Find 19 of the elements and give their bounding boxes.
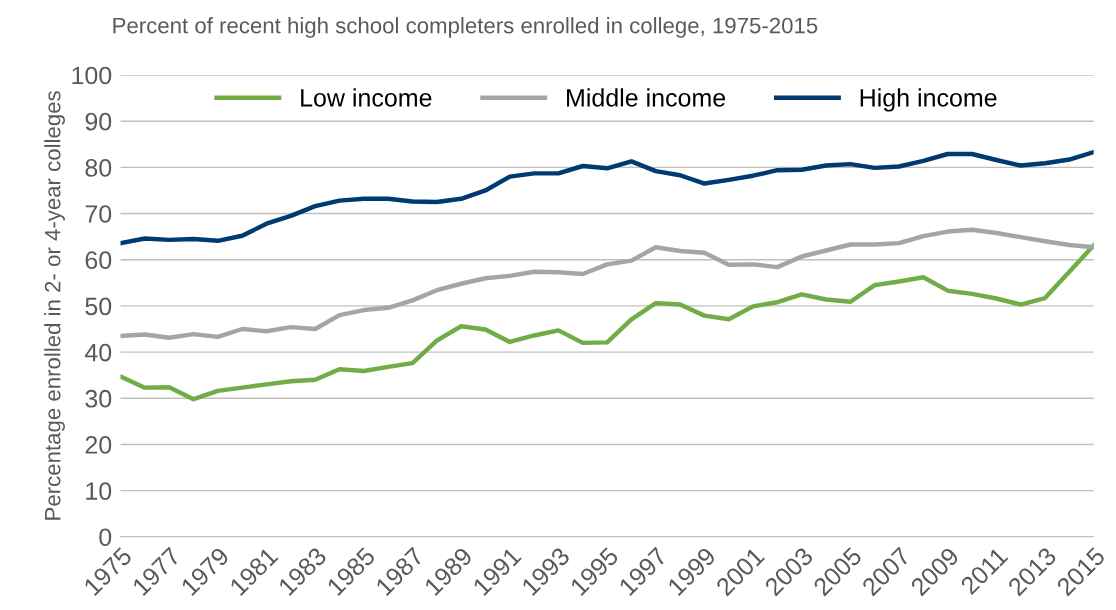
line-series	[120, 227, 1094, 340]
y-tick-label: 60	[85, 251, 112, 270]
y-tick-label: 30	[85, 389, 112, 408]
y-tick-label: 50	[85, 297, 112, 316]
y-tick-label: 10	[86, 482, 112, 500]
legend-label: Middle income	[567, 88, 726, 107]
legend-label: High income	[860, 88, 997, 112]
y-tick-label: 100	[72, 66, 112, 85]
line-series	[120, 149, 1094, 246]
y-axis-title: Percentage enrolled in 2- or 4-year colleges	[44, 91, 65, 520]
y-tick-label: 20	[85, 436, 112, 454]
y-tick-label: 80	[85, 158, 112, 177]
y-tick-label: 90	[85, 112, 112, 131]
y-tick-label: 40	[84, 343, 112, 362]
legend-label: Low income	[301, 88, 432, 107]
y-tick-label: 70	[85, 205, 112, 223]
y-tick-label: 0	[99, 528, 112, 547]
line-series	[120, 243, 1094, 402]
chart-title: Percent of recent high school completers enrolled in college, 1975-2015	[113, 17, 818, 38]
